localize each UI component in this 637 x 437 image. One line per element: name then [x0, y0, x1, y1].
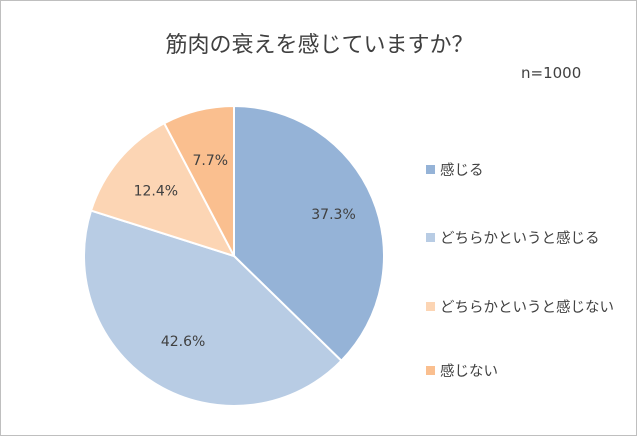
legend-swatch: [426, 366, 435, 375]
legend-item-3: どちらかというと感じない: [426, 296, 614, 317]
data-label-3: 12.4%: [134, 183, 178, 199]
legend-item-2: どちらかというと感じる: [426, 227, 600, 248]
legend-swatch: [426, 233, 435, 242]
chart-title: 筋肉の衰えを感じていますか？: [165, 33, 474, 58]
data-label-1: 37.3%: [311, 207, 355, 223]
data-label-4: 7.7%: [192, 153, 228, 169]
data-label-2: 42.6%: [161, 334, 205, 350]
legend-label: どちらかというと感じる: [440, 231, 600, 247]
legend-label: どちらかというと感じない: [440, 300, 614, 316]
pie-slice-4: [162, 104, 235, 257]
pie-slice-1: [233, 104, 385, 363]
legend-label: 感じる: [440, 163, 484, 179]
legend-swatch: [426, 302, 435, 311]
legend-label: 感じない: [440, 364, 498, 380]
legend-item-4: 感じない: [426, 360, 498, 381]
pie-slice-2: [83, 209, 343, 407]
sample-size-annotation: n=1000: [521, 64, 582, 82]
legend-item-1: 感じる: [426, 159, 484, 180]
legend-swatch: [426, 165, 435, 174]
pie-slice-3: [89, 121, 237, 258]
